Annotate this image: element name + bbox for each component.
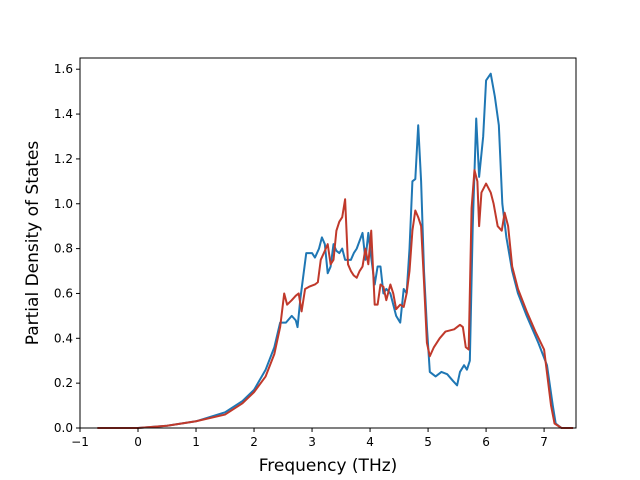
y-axis-label: Partial Density of States	[23, 141, 43, 346]
plot-frame	[79, 57, 577, 429]
y-axis-ticks: 0.0 0.2 0.4 0.6 0.8 1.0 1.2 1.4 1.6	[54, 62, 80, 435]
series-layer	[97, 72, 574, 429]
x-tick-label: 2	[250, 435, 258, 449]
x-tick-label: 6	[482, 435, 490, 449]
x-tick-label: 5	[424, 435, 432, 449]
y-tick-label: 0.0	[54, 421, 73, 435]
x-tick-label: −1	[71, 435, 89, 449]
x-axis-label: Frequency (THz)	[259, 456, 398, 476]
y-tick-label: 1.2	[54, 152, 73, 166]
x-tick-label: 1	[192, 435, 200, 449]
x-tick-label: 3	[308, 435, 316, 449]
series-line-2	[97, 169, 574, 429]
x-axis-ticks: −1 0 1 2 3 4 5 6 7	[71, 428, 548, 449]
y-tick-label: 0.8	[54, 242, 73, 256]
y-tick-label: 1.0	[54, 197, 73, 211]
y-tick-label: 0.6	[54, 286, 73, 300]
x-tick-label: 7	[540, 435, 548, 449]
x-tick-label: 4	[366, 435, 374, 449]
series-line-1	[97, 72, 574, 429]
x-tick-label: 0	[134, 435, 142, 449]
y-tick-label: 1.6	[54, 62, 73, 76]
y-tick-label: 0.2	[54, 376, 73, 390]
y-tick-label: 1.4	[54, 107, 73, 121]
y-tick-label: 0.4	[54, 331, 73, 345]
